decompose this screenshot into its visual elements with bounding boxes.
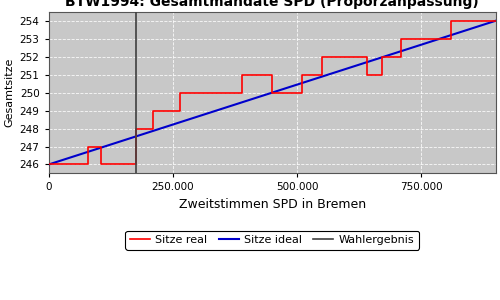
Title: BTW1994: Gesamtmandate SPD (Proporzanpassung): BTW1994: Gesamtmandate SPD (Proporzanpas… [66,0,479,9]
Y-axis label: Gesamtsitze: Gesamtsitze [4,58,14,127]
X-axis label: Zweitstimmen SPD in Bremen: Zweitstimmen SPD in Bremen [178,198,366,211]
Legend: Sitze real, Sitze ideal, Wahlergebnis: Sitze real, Sitze ideal, Wahlergebnis [126,231,419,250]
